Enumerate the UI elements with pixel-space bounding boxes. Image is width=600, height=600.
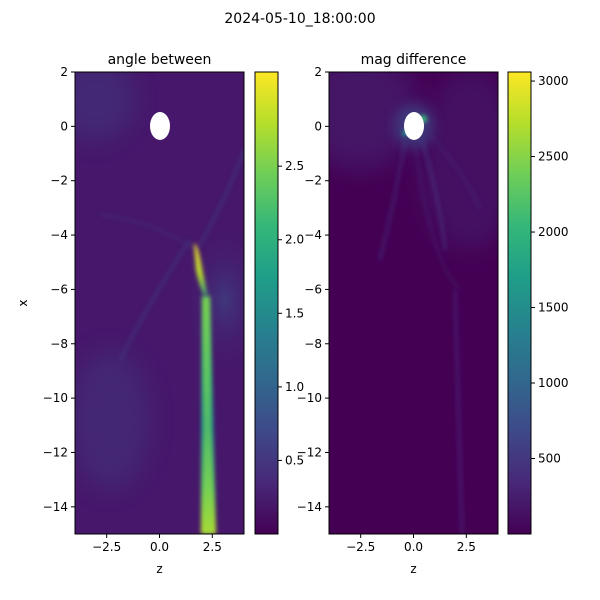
right-colorbar-ticks: 500 1000 1500 2000 2500 3000 — [531, 74, 569, 466]
left-y-tick-label-5: −8 — [50, 337, 68, 351]
left-colorbar-tick-label-3: 2.0 — [285, 233, 304, 247]
left-y-axis-label: x — [16, 299, 30, 306]
right-y-tick-label-1: 0 — [314, 119, 322, 133]
left-y-tick-label-8: −14 — [43, 500, 68, 514]
left-lower-glow — [75, 350, 150, 490]
left-y-tick-label-0: 2 — [60, 65, 68, 79]
left-colorbar-tick-label-0: 0.5 — [285, 453, 304, 467]
right-x-axis-label: z — [410, 562, 416, 576]
right-colorbar-tick-label-5: 3000 — [538, 74, 569, 88]
left-streak-feature — [194, 243, 207, 297]
right-y-tick-label-4: −6 — [304, 282, 322, 296]
right-side-glow — [420, 72, 498, 250]
left-masked-region — [150, 112, 170, 140]
left-filament-2 — [198, 149, 244, 246]
left-colorbar-tick-label-4: 2.5 — [285, 159, 304, 173]
left-y-tick-label-1: 0 — [60, 119, 68, 133]
left-colorbar-tick-label-2: 1.5 — [285, 306, 304, 320]
right-colorbar-frame — [507, 71, 532, 535]
right-y-tick-label-5: −8 — [304, 337, 322, 351]
right-y-tick-label-7: −12 — [297, 445, 322, 459]
right-filament-3 — [429, 134, 481, 211]
left-y-tick-label-7: −12 — [43, 445, 68, 459]
right-heatmap — [329, 72, 498, 534]
right-y-tick-label-8: −14 — [297, 500, 322, 514]
right-colorbar — [508, 72, 531, 534]
panel-mag-difference: mag difference −2.5 0.0 2.5 2 0 −2 −4 −6 −8 −10 −1… — [297, 52, 569, 576]
left-x-axis-label: z — [156, 562, 162, 576]
right-y-tick-label-2: −2 — [304, 174, 322, 188]
left-colorbar-ticks: 0.5 1.0 1.5 2.0 2.5 — [278, 159, 304, 467]
right-colorbar-tick-label-2: 1500 — [538, 301, 569, 315]
right-colorbar-tick-label-3: 2000 — [538, 225, 569, 239]
right-upper-glow — [329, 72, 420, 170]
left-y-tick-label-2: −2 — [50, 174, 68, 188]
right-y-tick-label-3: −4 — [304, 228, 322, 242]
right-y-tick-label-6: −10 — [297, 391, 322, 405]
right-colorbar-tick-label-1: 1000 — [538, 376, 569, 390]
right-x-tick-label-2: 2.5 — [457, 540, 476, 554]
left-y-tick-label-6: −10 — [43, 391, 68, 405]
panel-angle-between: angle between −2.5 0.0 2.5 2 0 −2 −4 −6 −8 −10 −12… — [16, 52, 304, 576]
right-x-tick-label-0: −2.5 — [346, 540, 375, 554]
left-x-tick-label-1: 0.0 — [150, 540, 169, 554]
left-y-tick-label-4: −6 — [50, 282, 68, 296]
right-y-tick-label-0: 2 — [314, 65, 322, 79]
right-vertical-band — [453, 289, 464, 534]
right-filament-1 — [420, 139, 447, 251]
left-filament-3 — [99, 214, 198, 251]
right-filament-4 — [414, 144, 461, 291]
left-colorbar — [255, 72, 278, 534]
left-corner-glow — [75, 72, 135, 140]
right-panel-title: mag difference — [361, 52, 467, 68]
right-axis-ticks: −2.5 0.0 2.5 2 0 −2 −4 −6 −8 −10 −12 −14 — [297, 65, 476, 554]
left-tail-core — [204, 300, 213, 534]
right-filament-2 — [378, 139, 407, 261]
right-colorbar-tick-label-0: 500 — [538, 452, 561, 466]
left-colorbar-frame — [254, 71, 279, 535]
left-axis-ticks: −2.5 0.0 2.5 2 0 −2 −4 −6 −8 −10 −12 −14 — [43, 65, 222, 554]
left-x-tick-label-2: 2.5 — [203, 540, 222, 554]
left-panel-title: angle between — [108, 52, 212, 68]
right-masked-region — [404, 112, 424, 140]
left-x-tick-label-0: −2.5 — [92, 540, 121, 554]
left-heatmap — [75, 72, 244, 534]
left-filament-1 — [118, 239, 192, 361]
left-y-tick-label-3: −4 — [50, 228, 68, 242]
left-colorbar-tick-label-1: 1.0 — [285, 380, 304, 394]
right-colorbar-tick-label-4: 2500 — [538, 150, 569, 164]
figure-suptitle: 2024-05-10_18:00:00 — [224, 11, 375, 27]
right-x-tick-label-1: 0.0 — [404, 540, 423, 554]
